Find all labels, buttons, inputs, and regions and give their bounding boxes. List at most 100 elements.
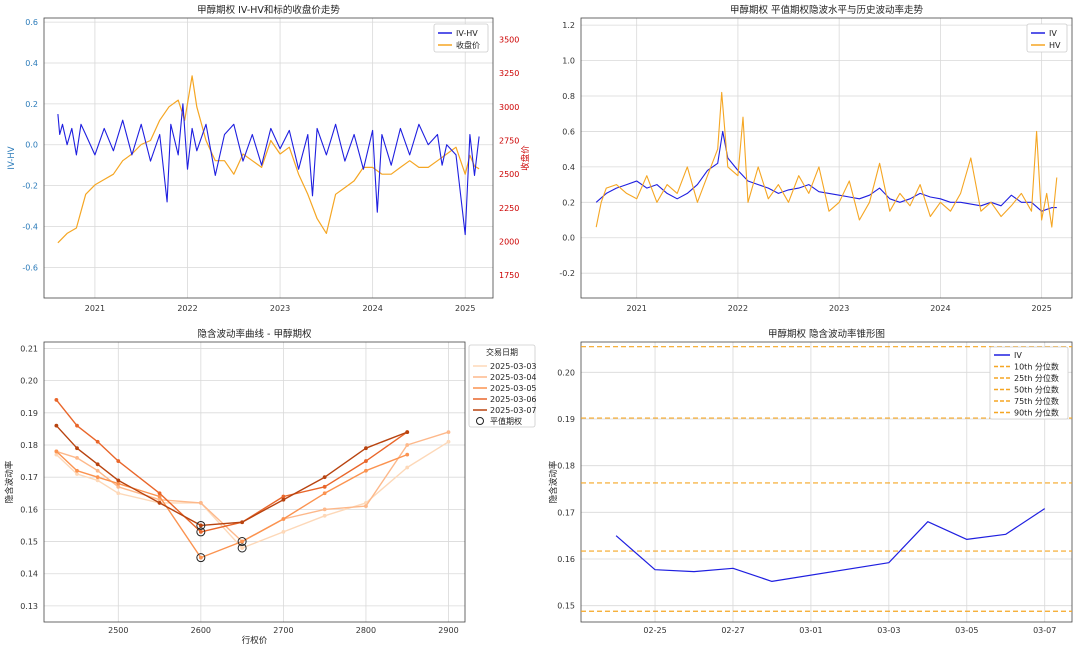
smile-point [95,468,100,473]
y-tick-label: 0.2 [562,198,575,207]
chart-title: 甲醇期权 隐含波动率锥形图 [768,328,885,340]
plot-frame [43,17,494,299]
smile-point [157,491,162,496]
y-tick-label: 0.19 [557,415,575,424]
y-tick-label: 0.17 [20,473,38,482]
y-tick-label: 0.4 [25,59,38,68]
y-tick-label: 0.0 [25,141,38,150]
plot-frame [43,341,466,623]
smile-point [116,484,121,489]
chart-title: 隐含波动率曲线 - 甲醇期权 [198,328,312,340]
y-right-tick-label: 3000 [499,103,519,112]
x-tick-label: 02-25 [643,626,666,635]
y-axis-label: IV-HV [7,146,17,169]
legend-label: 2025-03-04 [490,373,537,382]
chart-iv-hv-close: 2021 2022 2023 2024 2025 -0.6 -0.4 -0.2 0.0 0.2 0.… [7,4,531,313]
series-iv-line [595,130,1057,212]
smile-point [54,398,59,402]
legend-label: 75th 分位数 [1014,396,1059,406]
y-tick-label: 0.17 [557,508,575,517]
legend-label: IV-HV [456,29,478,38]
legend-label: 2025-03-05 [490,384,537,393]
x-tick-label: 2600 [191,626,211,635]
legend-label: HV [1049,41,1061,50]
smile-point [75,468,79,473]
plot-frame [580,17,1073,299]
atm-marker [196,520,206,530]
y-tick-label: 0.4 [562,163,575,172]
y-tick-label: 0.20 [557,368,575,377]
y-tick-label: -0.6 [22,263,38,272]
smile-point [198,523,203,528]
series-iv-hv-line [57,103,480,236]
smile-point [95,475,100,480]
x-tick-label: 2025 [455,304,475,313]
smile-point [446,430,451,435]
atm-marker [237,537,247,547]
x-tick-label: 2800 [356,626,376,635]
y-right-tick-label: 2000 [499,237,519,246]
y-right-tick-label: 3250 [499,69,519,78]
smile-point [116,459,121,463]
y-right-tick-label: 2750 [499,137,519,146]
x-tick-label: 2022 [177,304,197,313]
legend-label: 2025-03-03 [490,362,537,371]
chart-iv-cone: 02-25 02-27 03-01 03-03 03-05 03-07 0.15 0.16 0.… [548,328,1073,635]
y-right-tick-label: 2500 [499,170,519,179]
smile-point [95,478,100,483]
smile-point [54,452,59,457]
x-tick-label: 2023 [829,304,849,313]
x-tick-label: 2022 [728,304,748,313]
x-tick-label: 2021 [627,304,647,313]
x-tick-label: 2500 [108,626,128,635]
smile-point [198,501,203,505]
y-tick-label: 0.8 [562,92,575,101]
legend-label: 收盘价 [456,40,480,50]
y-tick-label: 0.14 [20,570,38,579]
smile-point [322,475,327,480]
y-right-tick-label: 2250 [499,204,519,213]
smile-point [405,465,410,470]
smile-point [116,491,121,496]
smile-point [75,472,79,476]
smile-point [75,446,79,451]
y-axis-label: 隐含波动率 [548,460,559,503]
smile-line-2025-03-07 [55,425,408,527]
x-tick-label: 02-27 [721,626,744,635]
y-tick-label: 0.20 [20,377,38,386]
smile-point [240,539,245,544]
y-right-axis-label: 收盘价 [520,145,531,171]
y-tick-label: 0.6 [562,127,575,136]
smile-point [198,529,203,534]
smile-point [281,494,286,499]
series-close-line [57,75,480,244]
smile-point [322,491,327,496]
y-tick-label: -0.4 [22,222,38,231]
y-tick-label: 0.15 [557,602,575,611]
y-tick-label: 0.18 [20,441,38,450]
x-tick-label: 2023 [270,304,290,313]
smile-point [281,529,286,534]
y-tick-label: 0.16 [557,555,575,564]
legend-title: 交易日期 [486,347,518,357]
x-tick-label: 2021 [85,304,105,313]
smile-point [281,497,286,502]
smile-point [54,449,59,454]
chart-title: 甲醇期权 IV-HV和标的收盘价走势 [197,4,340,16]
y-tick-label: 0.19 [20,409,38,418]
smile-point [75,455,79,460]
legend-label: 50th 分位数 [1014,385,1059,395]
smile-point [405,452,410,457]
smile-point [198,555,203,560]
y-tick-label: 0.21 [20,344,38,353]
smile-point [240,546,245,550]
smile-point [281,517,286,521]
smile-point [95,439,100,444]
y-right-tick-label: 3500 [499,36,519,45]
chart-title: 甲醇期权 平值期权隐波水平与历史波动率走势 [730,4,924,16]
smile-line-2025-03-04 [56,431,449,543]
y-tick-label: -0.2 [22,182,38,191]
smile-point [405,443,410,447]
x-tick-label: 2024 [930,304,950,313]
